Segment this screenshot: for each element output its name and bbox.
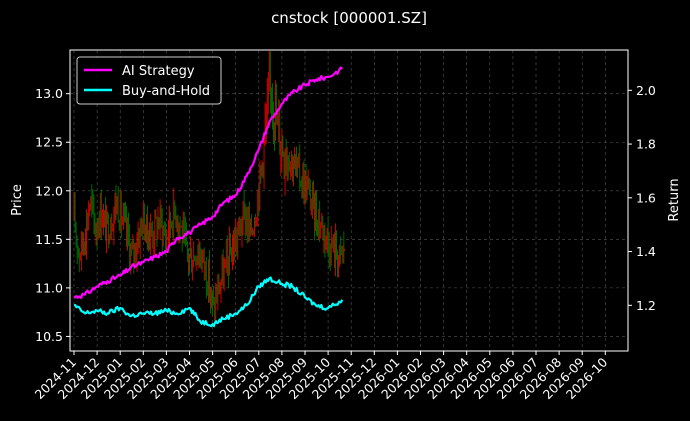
candles [73,50,346,329]
series-lines [73,66,344,328]
legend-box [76,56,222,105]
y-right-tick-label: 1.4 [636,244,656,259]
y-right-tick-label: 1.6 [636,190,656,205]
legend: AI Strategy Buy-and-Hold [76,56,222,105]
y-right-tick-label: 1.8 [636,137,656,152]
y-left-tick-label: 11.0 [35,280,63,295]
legend-label-ai-strategy: AI Strategy [122,64,195,79]
series-line-buy-and-hold [73,276,344,328]
y-left-tick-label: 12.5 [35,135,63,150]
plot-frame [69,49,629,352]
y-right-tick-label: 2.0 [636,83,656,98]
y-axis-right-label: Return [667,178,682,221]
series-line-ai-strategy [73,66,343,299]
y-left-tick-label: 10.5 [35,329,63,344]
chart-title: cnstock [000001.SZ] [271,9,427,27]
y-axis-left-label: Price [10,184,25,216]
y-left-tick-label: 12.0 [35,183,63,198]
y-left-tick-label: 11.5 [35,232,63,247]
legend-label-buy-and-hold: Buy-and-Hold [122,84,210,99]
y-right-tick-label: 1.2 [636,298,656,313]
y-left-tick-label: 13.0 [35,86,63,101]
